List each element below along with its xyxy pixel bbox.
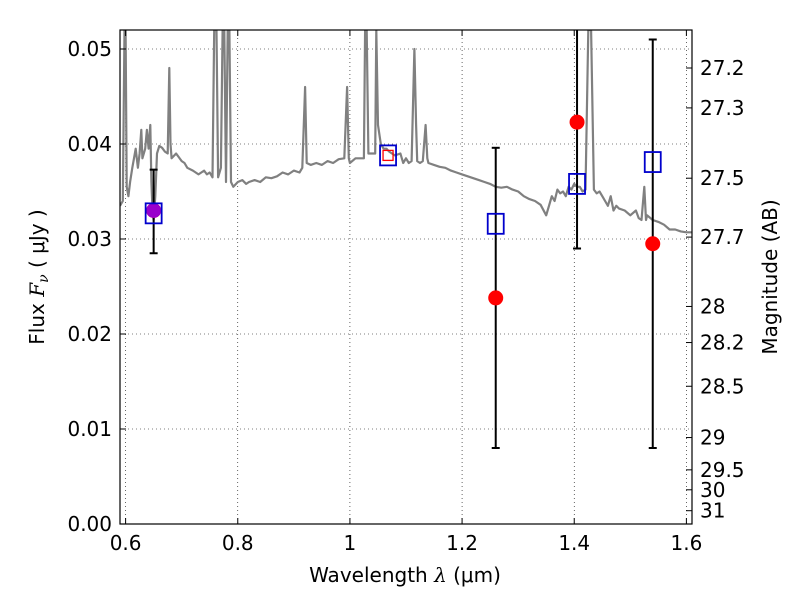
y-tick-label: 0.00	[67, 512, 112, 536]
y-tick-label: 0.04	[67, 132, 112, 156]
x-tick-label: 1.2	[446, 531, 478, 555]
y-axis-label-subscript: ν	[36, 274, 52, 283]
observed-flux-point	[488, 290, 504, 306]
y2-tick-label: 27.3	[700, 96, 745, 120]
small-red-square	[382, 149, 394, 162]
spectrum-line	[120, 30, 692, 234]
x-axis-label-unit: (μm)	[447, 563, 501, 587]
model-photometry-point	[568, 172, 586, 195]
y-axis: 0.00 0.01 0.02 0.03 0.04 0.05	[67, 37, 126, 536]
y2-tick-label: 30	[700, 478, 725, 502]
x-axis: 0.6 0.8 1 1.2 1.4 1.6	[110, 30, 702, 555]
x-tick-label: 0.6	[110, 531, 142, 555]
y-axis-label: Flux Fν ( μJy )	[25, 209, 52, 344]
overlap-point	[146, 203, 162, 218]
y2-tick-label: 28	[700, 294, 725, 318]
x-axis-label-symbol: λ	[433, 563, 447, 587]
y-tick-label: 0.03	[67, 227, 112, 251]
y2-tick-label: 27.7	[700, 225, 745, 249]
x-tick-label: 1.6	[670, 531, 702, 555]
y-axis-label-symbol: F	[25, 282, 49, 298]
model-photometry-point	[486, 212, 505, 235]
x-tick-label: 0.8	[222, 531, 254, 555]
x-axis-label-prefix: Wavelength	[309, 563, 434, 587]
model-photometry-point	[144, 202, 163, 225]
y-tick-label: 0.01	[67, 417, 112, 441]
x-tick-label: 1.4	[558, 531, 590, 555]
y-tick-label: 0.05	[67, 37, 112, 61]
x-axis-label: Wavelength λ (μm)	[309, 563, 501, 587]
model-photometry-point	[643, 151, 662, 173]
y2-tick-label: 29	[700, 426, 725, 450]
y2-tick-label: 27.5	[700, 166, 745, 190]
y2-tick-label: 29.5	[700, 458, 745, 482]
model-photometry-point	[379, 144, 397, 167]
x-tick-label: 1	[344, 531, 357, 555]
y2-tick-label: 27.2	[700, 56, 745, 80]
y2-tick-label: 31	[700, 499, 725, 523]
y-axis-label-unit: ( μJy )	[25, 209, 49, 274]
plot-area	[120, 30, 692, 234]
y-axis-label-prefix: Flux	[25, 297, 49, 345]
observed-flux-point	[569, 114, 585, 130]
plot-frame	[119, 29, 693, 525]
markers	[144, 114, 662, 306]
y2-tick-label: 28.2	[700, 331, 745, 355]
y-tick-label: 0.02	[67, 322, 112, 346]
y2-tick-label: 28.5	[700, 374, 745, 398]
observed-flux-point	[645, 236, 661, 252]
y2-axis-label: Magnitude (AB)	[758, 199, 782, 354]
